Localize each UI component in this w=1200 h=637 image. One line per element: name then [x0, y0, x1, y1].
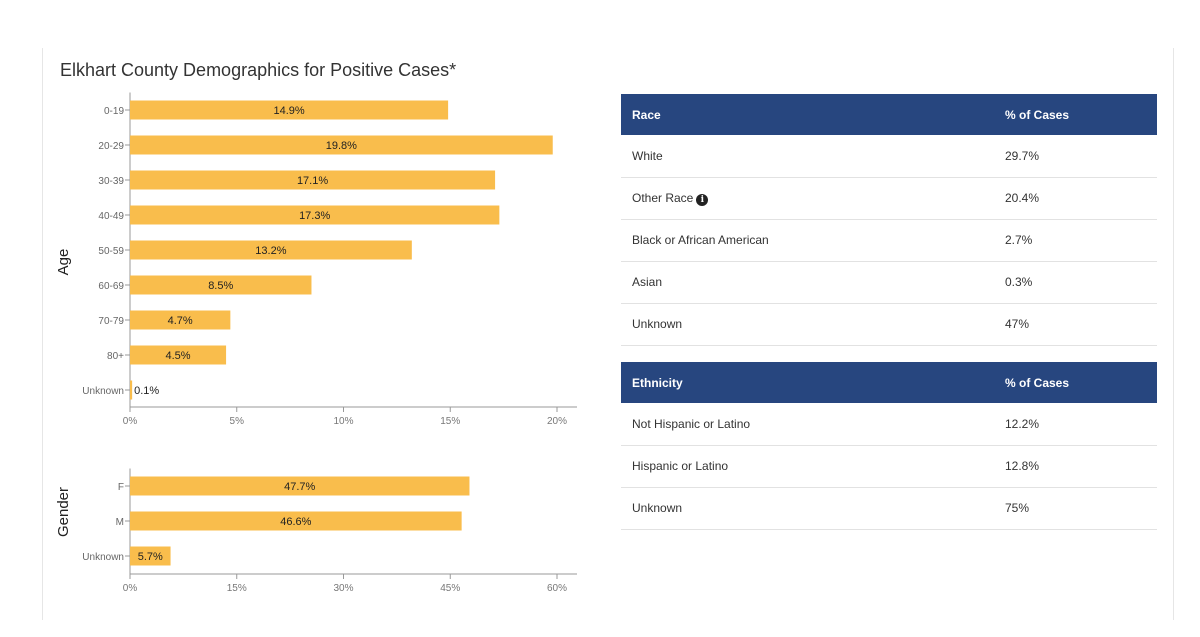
- gender-bar: [130, 476, 470, 496]
- age-x-tick-label: 10%: [333, 416, 353, 427]
- table-row: Black or African American 2.7%: [621, 219, 1157, 261]
- age-bar: [130, 170, 496, 190]
- gender-x-tick-label: 60%: [547, 583, 567, 594]
- ethnicity-pct: 12.2%: [1005, 416, 1040, 431]
- demographics-charts: Age 0-19 14.9% 20-29 19.8% 30-39 17.1% 40-49 17.…: [55, 92, 577, 594]
- race-name: Unknown: [632, 317, 683, 331]
- age-category-label: Unknown: [82, 386, 124, 397]
- age-category-label: 70-79: [98, 316, 124, 327]
- ethnicity-name: Hispanic or Latino: [632, 459, 729, 473]
- gender-bar: [130, 546, 171, 566]
- table-row: White 29.7%: [621, 135, 1157, 177]
- race-pct: 47%: [1005, 317, 1030, 331]
- gender-category-label: Unknown: [82, 552, 124, 563]
- race-name: Other Race: [632, 190, 694, 205]
- age-bar: [130, 310, 231, 330]
- age-bar: [130, 275, 312, 295]
- race-pct: 20.4%: [1005, 191, 1040, 205]
- gender-x-tick-label: 45%: [440, 583, 460, 594]
- table-row: Asian 0.3%: [621, 261, 1157, 303]
- age-bar: [130, 100, 449, 120]
- gender-x-tick-label: 0%: [123, 583, 138, 594]
- gender-axis-title: Gender: [55, 487, 72, 537]
- age-data-label: 14.9%: [273, 105, 304, 117]
- info-icon[interactable]: i: [696, 193, 709, 206]
- race-name: White: [632, 148, 663, 163]
- age-category-label: 80+: [107, 351, 124, 362]
- ethnicity-table: Ethnicity % of Cases Not Hispanic or Lat…: [621, 362, 1157, 530]
- age-data-label: 4.5%: [165, 350, 190, 362]
- age-category-label: 30-39: [98, 176, 124, 187]
- age-x-tick-label: 20%: [547, 416, 567, 427]
- race-table: Race % of Cases White 29.7% Other Race i …: [621, 94, 1157, 346]
- age-category-label: 20-29: [98, 141, 124, 152]
- gender-data-label: 47.7%: [284, 481, 315, 493]
- age-data-label: 0.1%: [134, 385, 159, 397]
- ethnicity-header-pct: % of Cases: [1005, 375, 1070, 390]
- gender-category-label: F: [118, 482, 124, 493]
- gender-data-label: 5.7%: [138, 551, 163, 563]
- age-x-tick-label: 15%: [440, 416, 460, 427]
- age-bar: [130, 240, 412, 260]
- race-name: Asian: [632, 275, 663, 289]
- age-category-label: 40-49: [98, 211, 124, 222]
- race-header-pct: % of Cases: [1005, 107, 1070, 122]
- table-row: Unknown 75%: [621, 487, 1157, 529]
- panel-left-border: [42, 48, 43, 620]
- age-bar: [130, 345, 227, 365]
- age-data-label: 4.7%: [168, 315, 193, 327]
- race-pct: 0.3%: [1005, 275, 1033, 289]
- page-title: Elkhart County Demographics for Positive…: [60, 60, 457, 80]
- ethnicity-header-label: Ethnicity: [632, 375, 683, 390]
- table-row: Not Hispanic or Latino 12.2%: [621, 403, 1157, 445]
- age-data-label: 19.8%: [326, 140, 357, 152]
- gender-x-tick-label: 15%: [227, 583, 247, 594]
- gender-category-label: M: [116, 517, 124, 528]
- ethnicity-name: Not Hispanic or Latino: [632, 416, 751, 431]
- race-name: Black or African American: [632, 233, 769, 247]
- ethnicity-name: Unknown: [632, 501, 683, 515]
- age-bar: [130, 205, 500, 225]
- ethnicity-pct: 12.8%: [1005, 459, 1040, 473]
- age-data-label: 8.5%: [208, 280, 233, 292]
- age-axis-title: Age: [55, 249, 72, 276]
- age-category-label: 50-59: [98, 246, 124, 257]
- gender-bar: [130, 511, 462, 531]
- race-table-header: Race % of Cases: [621, 94, 1157, 135]
- age-data-label: 17.3%: [299, 210, 330, 222]
- age-bar: [130, 135, 553, 155]
- ethnicity-table-header: Ethnicity % of Cases: [621, 362, 1157, 403]
- race-header-label: Race: [632, 107, 661, 122]
- race-pct: 29.7%: [1005, 148, 1040, 163]
- table-row: Unknown 47%: [621, 303, 1157, 345]
- age-data-label: 13.2%: [255, 245, 286, 257]
- age-x-tick-label: 0%: [123, 416, 138, 427]
- age-data-label: 17.1%: [297, 175, 328, 187]
- panel-right-border: [1173, 48, 1174, 620]
- table-row: Hispanic or Latino 12.8%: [621, 445, 1157, 487]
- age-x-tick-label: 5%: [230, 416, 245, 427]
- age-category-label: 60-69: [98, 281, 124, 292]
- table-row: Other Race i 20.4%: [621, 177, 1157, 219]
- age-category-label: 0-19: [104, 106, 124, 117]
- gender-x-tick-label: 30%: [333, 583, 353, 594]
- gender-data-label: 46.6%: [280, 516, 311, 528]
- age-bar: [130, 380, 133, 400]
- race-pct: 2.7%: [1005, 233, 1033, 247]
- ethnicity-pct: 75%: [1005, 501, 1030, 515]
